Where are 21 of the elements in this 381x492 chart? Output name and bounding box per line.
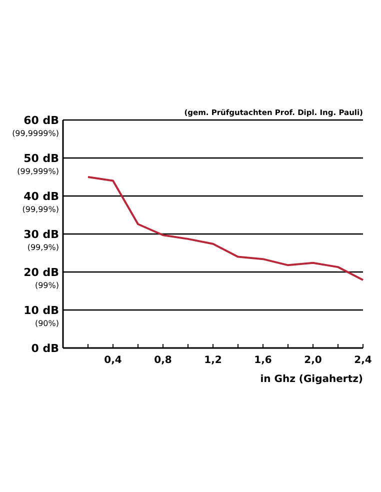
y-tick-label: 40 dB xyxy=(24,190,59,203)
text: (90%) xyxy=(34,319,59,328)
text: (99,999%) xyxy=(17,167,59,176)
y-tick-label: 60 dB xyxy=(24,114,59,127)
x-tick-label: 0,8 xyxy=(154,355,172,366)
y-tick-label: 50 dB xyxy=(24,152,59,165)
text: (99,9%) xyxy=(27,243,59,252)
x-tick-label: 1,2 xyxy=(204,355,222,366)
x-tick-label: 1,6 xyxy=(254,355,272,366)
y-tick-label: 10 dB xyxy=(24,304,59,317)
x-tick-label: 2,0 xyxy=(304,355,322,366)
y-tick-label: 30 dB xyxy=(24,228,59,241)
text: (99%) xyxy=(34,281,59,290)
x-axis-title: in Ghz (Gigahertz) xyxy=(260,374,363,385)
y-tick-label: 20 dB xyxy=(24,266,59,279)
x-tick-label: 2,4 xyxy=(354,355,372,366)
text: (99,99%) xyxy=(22,205,59,214)
y-tick-label: 0 dB xyxy=(31,342,59,355)
x-tick-label: 0,4 xyxy=(104,355,122,366)
text: (99,9999%) xyxy=(12,129,59,138)
line-series xyxy=(87,176,364,281)
